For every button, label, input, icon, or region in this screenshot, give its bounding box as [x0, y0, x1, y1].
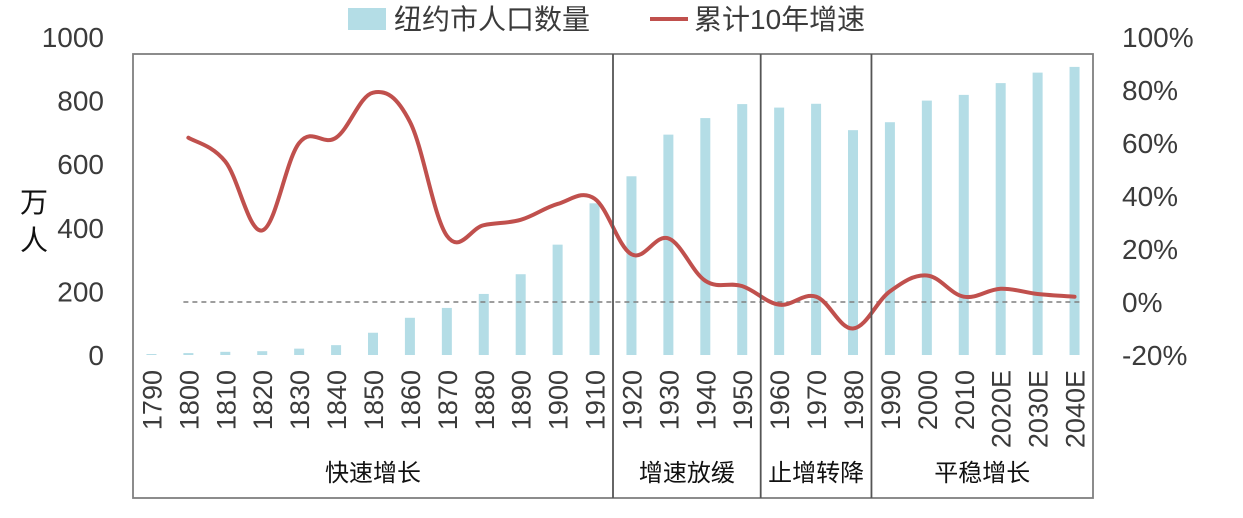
- y-axis-title-char: 万: [20, 187, 48, 218]
- bar-1970: [811, 104, 821, 355]
- x-tick-label: 1920: [617, 370, 647, 430]
- x-tick-label: 1800: [174, 370, 204, 430]
- x-tick-label: 1960: [765, 370, 795, 430]
- bar-1860: [405, 318, 415, 355]
- x-tick-label: 1910: [581, 370, 611, 430]
- bar-1790: [146, 354, 156, 355]
- bar-1800: [183, 353, 193, 355]
- phase-labels: 快速增长 增速放缓 止增转降 平稳增长: [325, 460, 1030, 487]
- y-left-tick-label: 400: [57, 213, 104, 244]
- plot-frame: [133, 54, 1093, 498]
- y-right-tick-label: 0%: [1122, 287, 1162, 318]
- x-tick-label: 2000: [913, 370, 943, 430]
- bar-1820: [257, 351, 267, 355]
- x-tick-label: 1790: [137, 370, 167, 430]
- bar-1850: [368, 333, 378, 355]
- y-right-tick-label: 100%: [1122, 22, 1194, 53]
- bar-1920: [626, 176, 636, 355]
- bar-1830: [294, 349, 304, 355]
- y-right-tick-label: -20%: [1122, 340, 1187, 371]
- y-right-tick-label: 60%: [1122, 128, 1178, 159]
- y-right-tick-label: 40%: [1122, 181, 1178, 212]
- bar-1870: [442, 308, 452, 355]
- x-tick-label: 1810: [211, 370, 241, 430]
- legend-label-population: 纽约市人口数量: [394, 4, 590, 35]
- bar-1980: [848, 130, 858, 355]
- bar-2040E: [1070, 67, 1080, 355]
- bar-1990: [885, 122, 895, 355]
- x-tick-label: 2010: [950, 370, 980, 430]
- bar-2000: [922, 101, 932, 355]
- y-left-tick-label: 600: [57, 149, 104, 180]
- x-tick-label: 1990: [876, 370, 906, 430]
- bar-1960: [774, 108, 784, 355]
- bar-2020E: [996, 83, 1006, 355]
- bar-2010: [959, 95, 969, 355]
- x-tick-label: 1850: [359, 370, 389, 430]
- x-tick-label: 1880: [470, 370, 500, 430]
- y-left-tick-label: 800: [57, 86, 104, 117]
- phase-label: 增速放缓: [639, 460, 735, 487]
- x-tick-label: 1930: [654, 370, 684, 430]
- y-axis-title-char: 人: [20, 225, 48, 256]
- y-axis-right: -20% 0% 20% 40% 60% 80% 100%: [1122, 22, 1194, 371]
- x-tick-label: 1890: [507, 370, 537, 430]
- y-right-tick-label: 20%: [1122, 234, 1178, 265]
- y-axis-title: 万人: [20, 187, 48, 256]
- bar-1910: [590, 203, 600, 355]
- bar-1950: [737, 104, 747, 355]
- x-tick-label: 2030E: [1024, 370, 1054, 448]
- bar-1930: [663, 135, 673, 355]
- x-tick-label: 1950: [728, 370, 758, 430]
- phase-label: 快速增长: [325, 460, 421, 487]
- legend-label-growth: 累计10年增速: [694, 4, 865, 35]
- y-left-tick-label: 1000: [42, 22, 104, 53]
- x-tick-label: 1840: [322, 370, 352, 430]
- y-left-tick-label: 200: [57, 276, 104, 307]
- bar-2030E: [1033, 73, 1043, 355]
- x-tick-label: 1940: [691, 370, 721, 430]
- x-tick-label: 2020E: [987, 370, 1017, 448]
- x-tick-label: 2040E: [1061, 370, 1091, 448]
- x-tick-label: 1870: [433, 370, 463, 430]
- y-left-tick-label: 0: [88, 340, 104, 371]
- y-axis-left: 0 200 400 600 800 1000: [42, 22, 104, 371]
- y-right-tick-label: 80%: [1122, 75, 1178, 106]
- x-tick-label: 1900: [544, 370, 574, 430]
- x-tick-label: 1980: [839, 370, 869, 430]
- legend-swatch-bar: [348, 8, 386, 30]
- phase-label: 平稳增长: [934, 460, 1030, 487]
- x-tick-label: 1830: [285, 370, 315, 430]
- bar-1900: [553, 245, 563, 355]
- x-tick-label: 1970: [802, 370, 832, 430]
- x-tick-label: 1860: [396, 370, 426, 430]
- x-tick-label: 1820: [248, 370, 278, 430]
- legend: 纽约市人口数量 累计10年增速: [348, 4, 865, 35]
- bar-1890: [516, 274, 526, 355]
- bar-1840: [331, 345, 341, 355]
- bar-1940: [700, 118, 710, 355]
- bar-1880: [479, 294, 489, 355]
- phase-label: 止增转降: [768, 460, 864, 487]
- bar-1810: [220, 352, 230, 355]
